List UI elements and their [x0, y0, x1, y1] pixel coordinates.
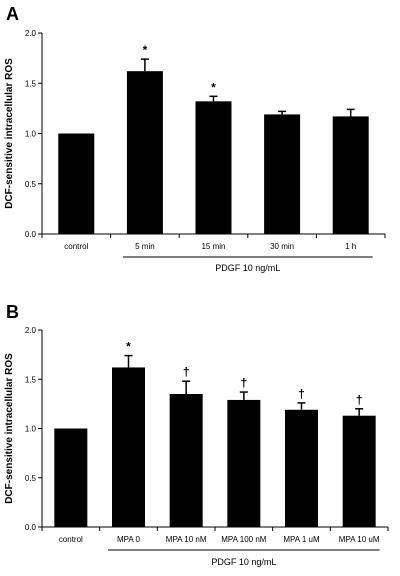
x-tick-label: control: [59, 535, 83, 544]
y-tick-label: 0.0: [25, 230, 37, 239]
panel-letter: B: [6, 302, 19, 322]
y-tick-label: 2.0: [25, 29, 37, 38]
chart-b: B DCF-sensitive intracellular ROS PDGF 1…: [4, 302, 389, 567]
y-tick-label: 0.0: [25, 523, 37, 532]
bar: [169, 394, 203, 527]
bar: [227, 399, 261, 527]
y-tick-label: 1.5: [25, 375, 37, 384]
significance-mark: †: [356, 393, 363, 407]
x-tick-label: MPA 0: [117, 535, 141, 544]
bar: [342, 415, 376, 527]
y-tick-label: 0.5: [25, 474, 37, 483]
bar: [112, 367, 145, 527]
bar: [126, 71, 163, 234]
x-tick-label: MPA 100 nM: [221, 535, 267, 544]
x-tick-label: MPA 1 uM: [283, 535, 320, 544]
y-axis-label: DCF-sensitive intracellular ROS: [4, 58, 15, 209]
chart-a: A DCF-sensitive intracellular ROS PDGF 1…: [4, 4, 386, 273]
bar: [195, 101, 232, 234]
y-tick-label: 0.5: [25, 180, 37, 189]
x-tick-label: MPA 10 uM: [339, 535, 380, 544]
significance-mark: *: [211, 80, 216, 94]
panel-a: A DCF-sensitive intracellular ROS PDGF 1…: [4, 4, 386, 273]
y-tick-label: 1.0: [25, 425, 37, 434]
group-label: PDGF 10 ng/mL: [211, 557, 276, 567]
x-tick-label: control: [64, 242, 88, 251]
significance-mark: *: [126, 340, 131, 354]
significance-mark: *: [143, 43, 148, 57]
y-tick-label: 2.0: [25, 326, 37, 335]
bar: [54, 428, 88, 527]
bar: [332, 116, 369, 234]
bar: [264, 114, 301, 234]
significance-mark: †: [240, 376, 247, 390]
y-axis-label: DCF-sensitive intracellular ROS: [4, 353, 15, 504]
x-tick-label: 5 min: [135, 242, 155, 251]
significance-mark: †: [183, 365, 190, 379]
bar: [58, 133, 95, 234]
x-tick-label: MPA 10 nM: [166, 535, 207, 544]
y-tick-label: 1.0: [25, 130, 37, 139]
y-tick-label: 1.5: [25, 79, 37, 88]
panel-letter: A: [6, 4, 19, 24]
group-label: PDGF 10 ng/mL: [215, 263, 280, 273]
x-tick-label: 30 min: [270, 242, 294, 251]
x-tick-label: 15 min: [201, 242, 225, 251]
significance-mark: †: [298, 387, 305, 401]
panel-b: B DCF-sensitive intracellular ROS PDGF 1…: [0, 288, 400, 576]
bar: [285, 409, 318, 527]
x-tick-label: 1 h: [345, 242, 356, 251]
